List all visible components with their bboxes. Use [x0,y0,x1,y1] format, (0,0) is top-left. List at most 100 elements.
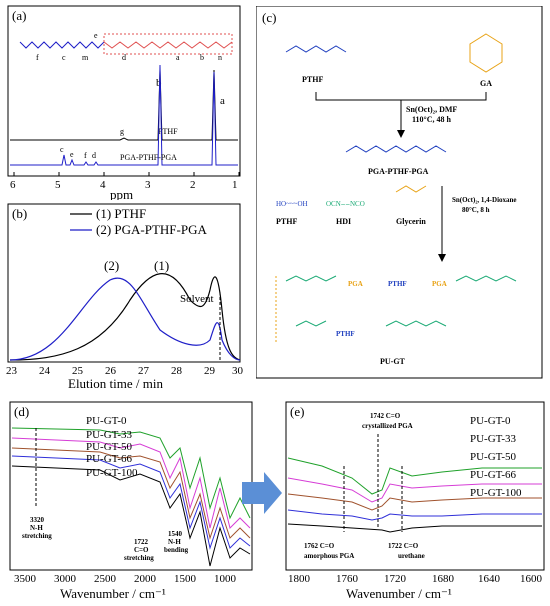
network-urethane-left [285,275,337,282]
panel-a-xlabel: ppm [110,187,133,200]
network-urethane-lower [295,320,327,327]
panel-d-series [11,427,251,567]
ftir-series-1 [11,437,251,529]
panel-b-xtick-7: 30 [232,365,244,377]
ann-e-2-a: 1722 C=O [388,542,419,550]
reagent2-hdi: HDI [336,217,351,226]
panel-e-series [287,457,542,533]
chain-pthf-1: PTHF [388,280,407,288]
pthf-peak-g: g [120,127,124,136]
legend-2: (2) PGA-PTHF-PGA [96,222,207,237]
struct-letter-d: d [122,53,126,62]
panel-d-label: (d) [14,404,29,419]
legend-1: (1) PTHF [96,206,146,221]
scheme-connector-1 [315,92,487,101]
ftir-d-label-4: PU-GT-100 [86,467,138,479]
arrow-2-head [438,254,446,262]
panel-b-frame [7,203,241,363]
network-urethane-right [455,275,517,282]
panel-a-xtick-4: 2 [190,179,196,191]
curve-copolymer [9,277,241,361]
ftir-d-label-3: PU-GT-66 [86,453,133,465]
product1-name: PGA-PTHF-PGA [368,167,429,176]
panel-b-xtick-5: 28 [171,365,183,377]
solvent-label: Solvent [180,293,214,305]
pthf-peak-a: a [220,95,225,107]
ftir-e-label-3: PU-GT-66 [470,469,517,481]
spectrum-pthf [10,69,238,141]
panel-b-xtick-3: 26 [105,365,117,377]
panel-a-nmr: (a) f c e m d a b n b a g PTHF c e f d P… [7,5,241,200]
panel-a-frame [7,5,241,177]
product1-structure [345,145,447,153]
panel-e-xtick-5: 1600 [520,573,543,585]
panel-d-xtick-4: 1500 [174,573,197,585]
cond2-line1: Sn(Oct)₂, 1,4-Dioxane [452,196,517,204]
ga-ring [469,33,503,73]
panel-b-xlabel: Elution time / min [68,376,163,390]
panel-b-xtick-0: 23 [6,365,18,377]
copolymer-peak-f: f [84,151,87,160]
reagent-pthf: PTHF [302,75,323,84]
ann-e-2-b: urethane [398,552,425,560]
panel-e-frame [285,401,545,571]
struct-letter-n: n [218,53,222,62]
reagent2-pthf: PTHF [276,217,297,226]
ann-d-0-c: stretching [22,532,52,540]
peak-label-2: (2) [104,258,119,273]
ftir-e-label-4: PU-GT-100 [470,487,522,499]
cond2-line2: 80°C, 8 h [462,206,490,214]
panel-a-ticks [13,172,240,176]
spectrum-copolymer [10,64,238,166]
struct-letter-m: m [82,53,89,62]
ftir-e-label-0: PU-GT-0 [470,415,511,427]
ann-e-0-a: 1742 C=O [370,412,401,420]
panel-d-ftir: (d) PU-GT-0 PU-GT-33 PU-GT-50 PU-GT-66 P… [9,401,253,601]
product2-name: PU-GT [380,357,406,366]
chain-pga-1: PGA [348,280,363,288]
ftir-d-label-0: PU-GT-0 [86,415,127,427]
hdi-structure: OCN⌢⌢NCO [326,200,365,208]
copolymer-peak-c: c [60,145,64,154]
struct-letter-e: e [94,31,98,40]
panel-d-xtick-2: 2500 [94,573,117,585]
panel-e-xtick-1: 1760 [336,573,359,585]
struct-letter-b1: b [200,53,204,62]
chain-pga-2: PGA [432,280,447,288]
copolymer-peak-d: d [92,151,96,160]
chain-pthf-2: PTHF [336,330,355,338]
ftir-e-series-1 [287,477,542,503]
panel-e-xlabel: Wavenumber / cm⁻¹ [346,586,452,601]
ann-d-1-c: stretching [124,554,154,562]
ftir-e-label-1: PU-GT-33 [470,433,517,445]
ann-d-2-a: 1540 [168,530,183,538]
struct-letter-a1: a [176,53,180,62]
ann-e-1-a: 1762 C=O [304,542,335,550]
ann-e-0-b: crystallized PGA [362,422,413,430]
panel-b-xtick-2: 25 [72,365,84,377]
panel-a-xtick-0: 6 [10,179,16,191]
reagent-ga: GA [480,79,492,88]
ann-d-1-b: C=O [134,546,149,554]
panel-d-xtick-1: 3000 [54,573,77,585]
copolymer-peak-e: e [70,150,74,159]
panel-a-xtick-2: 4 [100,179,106,191]
panel-b-xtick-4: 27 [138,365,150,377]
copolymer-name: PGA-PTHF-PGA [120,153,177,162]
pthf-structure [285,45,347,53]
ftir-e-series-2 [287,493,542,511]
reagent2-glycerin: Glycerin [396,217,426,226]
panel-e-xtick-2: 1720 [384,573,407,585]
panel-b-xtick-6: 29 [204,365,216,377]
ftir-series-0 [11,427,251,520]
ann-d-2-c: bending [164,546,189,554]
curve-pthf [9,273,241,361]
panel-a-xtick-3: 3 [145,179,151,191]
glycerin-structure [395,185,427,193]
ann-d-2-b: N-H [168,538,181,546]
ann-d-0-b: N-H [30,524,43,532]
panel-e-xtick-4: 1640 [478,573,501,585]
panel-e-label: (e) [290,404,304,419]
ftir-e-label-2: PU-GT-50 [470,451,517,463]
panel-d-xtick-0: 3500 [14,573,37,585]
